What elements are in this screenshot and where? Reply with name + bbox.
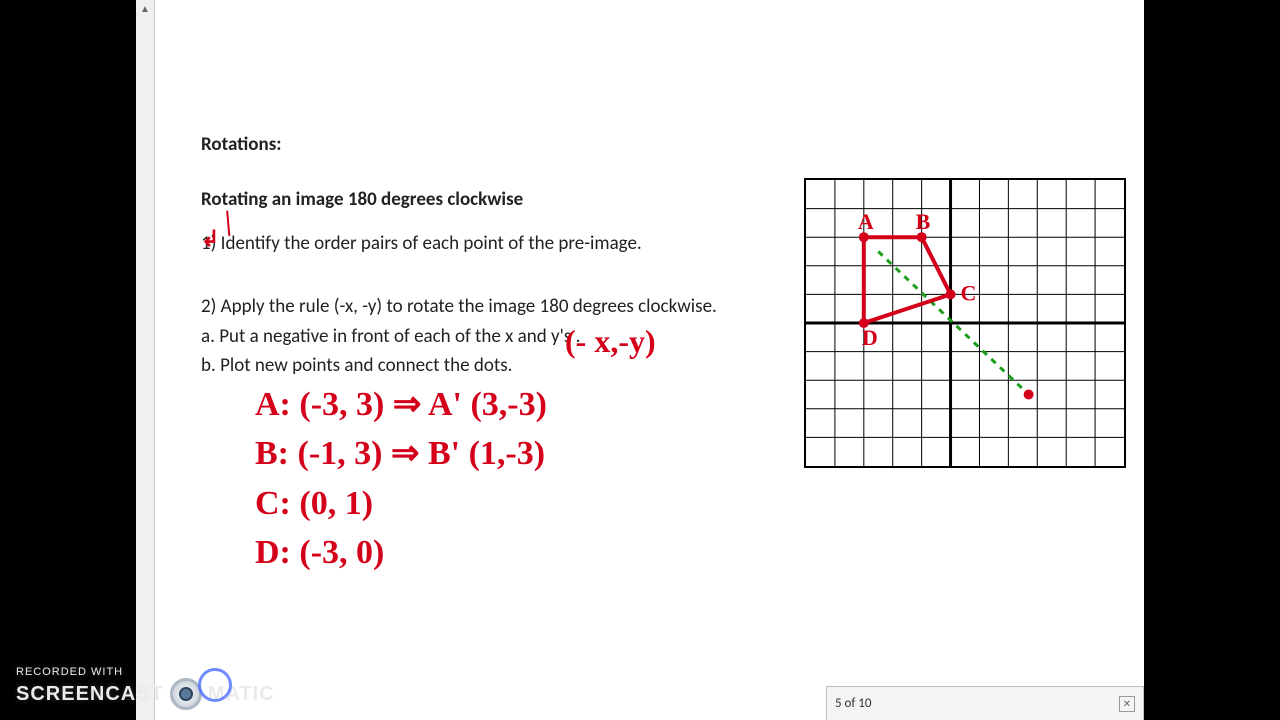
- hw-point-list: A: (-3, 3) ⇒ A' (3,-3) B: (-1, 3) ⇒ B' (…: [255, 380, 547, 577]
- heading: Rotations:: [201, 133, 282, 156]
- step-2b: b. Plot new points and connect the dots.: [201, 351, 821, 380]
- step-2a: a. Put a negative in front of each of th…: [201, 322, 821, 351]
- hw-point-c: C: (0, 1): [255, 479, 547, 528]
- watermark-logo-icon: [170, 678, 202, 710]
- svg-text:D: D: [862, 325, 878, 350]
- screencast-watermark: RECORDED WITH SCREENCAST MATIC: [16, 666, 275, 710]
- nav-close-icon[interactable]: ✕: [1119, 696, 1135, 712]
- hw-point-a: A: (-3, 3) ⇒ A' (3,-3): [255, 380, 547, 429]
- watermark-line1: RECORDED WITH: [16, 666, 275, 678]
- vertical-scrollbar[interactable]: ▲: [136, 0, 155, 720]
- coordinate-grid: A B C D: [804, 178, 1126, 468]
- step-2: 2) Apply the rule (-x, -y) to rotate the…: [201, 292, 821, 321]
- hw-point-d: D: (-3, 0): [255, 528, 547, 577]
- subheading: Rotating an image 180 degrees clockwise: [201, 188, 523, 211]
- lesson-text: Rotations: Rotating an image 180 degrees…: [201, 130, 821, 381]
- hw-rule: (- x,-y): [565, 323, 656, 360]
- cursor-highlight-icon: [198, 668, 232, 702]
- watermark-brand-a: SCREENCAST: [16, 683, 164, 705]
- scroll-up-arrow[interactable]: ▲: [136, 0, 154, 16]
- hw-arrow-mark: ↲: [201, 226, 219, 252]
- hw-point-b: B: (-1, 3) ⇒ B' (1,-3): [255, 429, 547, 478]
- svg-text:C: C: [961, 280, 977, 305]
- document-page: ▲ Rotations: Rotating an image 180 degre…: [136, 0, 1144, 720]
- grid-svg: A B C D: [806, 180, 1124, 466]
- svg-text:A: A: [858, 209, 874, 234]
- page-content: Rotations: Rotating an image 180 degrees…: [155, 0, 1144, 720]
- step-1: 1) Identify the order pairs of each poin…: [201, 229, 821, 258]
- page-counter: 5 of 10: [835, 696, 871, 711]
- svg-text:B: B: [916, 209, 931, 234]
- page-navigation-bar: 5 of 10 ✕: [826, 686, 1144, 720]
